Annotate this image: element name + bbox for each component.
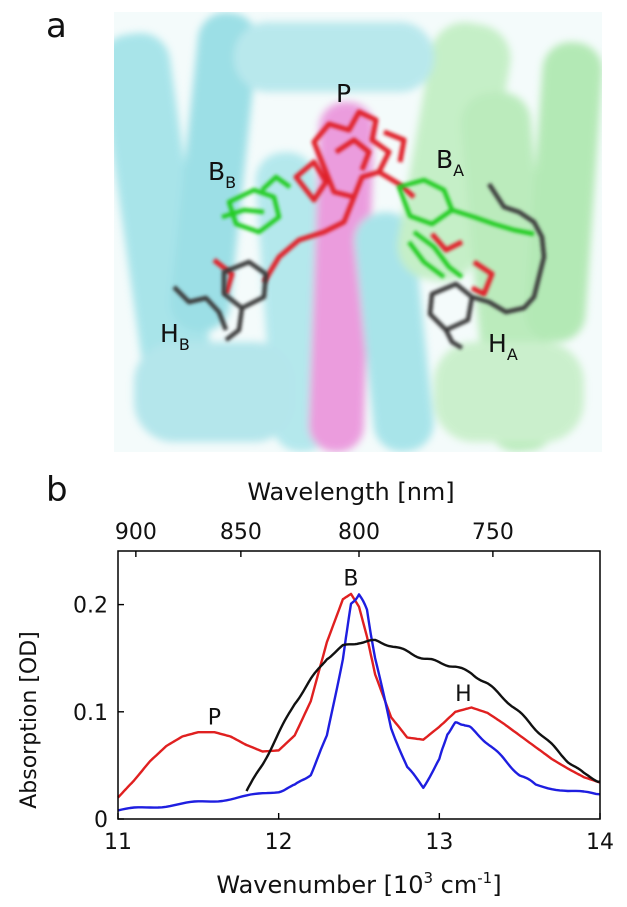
label-BB: BB	[208, 157, 236, 192]
spectrum-series	[117, 592, 601, 812]
label-HA: HA	[488, 329, 518, 364]
peak-labels: P B H	[208, 566, 472, 730]
y-tick-label: 0	[94, 808, 108, 833]
label-HB: HB	[160, 319, 190, 354]
special-pair-P	[212, 109, 495, 297]
peak-label-P: P	[208, 706, 221, 731]
y-axis-ticks: 0 0.1 0.2	[73, 594, 124, 833]
spectrum-line-1	[117, 593, 601, 812]
bacteriochlorophyll-BA	[396, 177, 535, 279]
top-tick-label: 850	[220, 520, 262, 545]
top-axis-label: Wavelength [nm]	[247, 478, 454, 506]
peak-label-H: H	[455, 682, 472, 707]
top-tick-label: 750	[472, 520, 514, 545]
label-P: P	[336, 79, 351, 108]
absorption-spectrum-chart: Wavelength [nm] 900 850 800 750 Absorption …	[17, 478, 614, 899]
y-tick-label: 0.1	[73, 701, 108, 726]
y-tick-label: 0.2	[73, 594, 108, 619]
top-tick-label: 800	[338, 520, 380, 545]
x-tick-label: 14	[586, 830, 614, 855]
cofactor-labels: P BB BA HB HA	[160, 79, 518, 364]
panel-label-b: b	[46, 470, 68, 510]
bacteriochlorophyll-BB	[221, 174, 292, 235]
x-tick-label: 11	[104, 830, 132, 855]
x-tick-label: 12	[265, 830, 293, 855]
x-tick-label: 13	[425, 830, 453, 855]
x-axis-label: Wavenumber [103 cm-1]	[216, 869, 501, 899]
peak-label-B: B	[343, 566, 358, 591]
label-BA: BA	[436, 145, 464, 180]
top-tick-label: 900	[115, 520, 157, 545]
spectrum-line-2	[245, 638, 601, 792]
plot-frame	[117, 550, 601, 820]
y-axis-label: Absorption [OD]	[17, 631, 42, 809]
protein-helix-background	[114, 12, 602, 452]
reaction-center-structure: P BB BA HB HA	[114, 12, 602, 452]
bacteriopheophytin-HB	[172, 259, 269, 342]
spectrum-line-0	[117, 592, 601, 799]
top-axis-ticks: 900 850 800 750	[115, 520, 514, 557]
panel-label-a: a	[46, 6, 67, 46]
bacteriopheophytin-HA	[427, 182, 547, 350]
